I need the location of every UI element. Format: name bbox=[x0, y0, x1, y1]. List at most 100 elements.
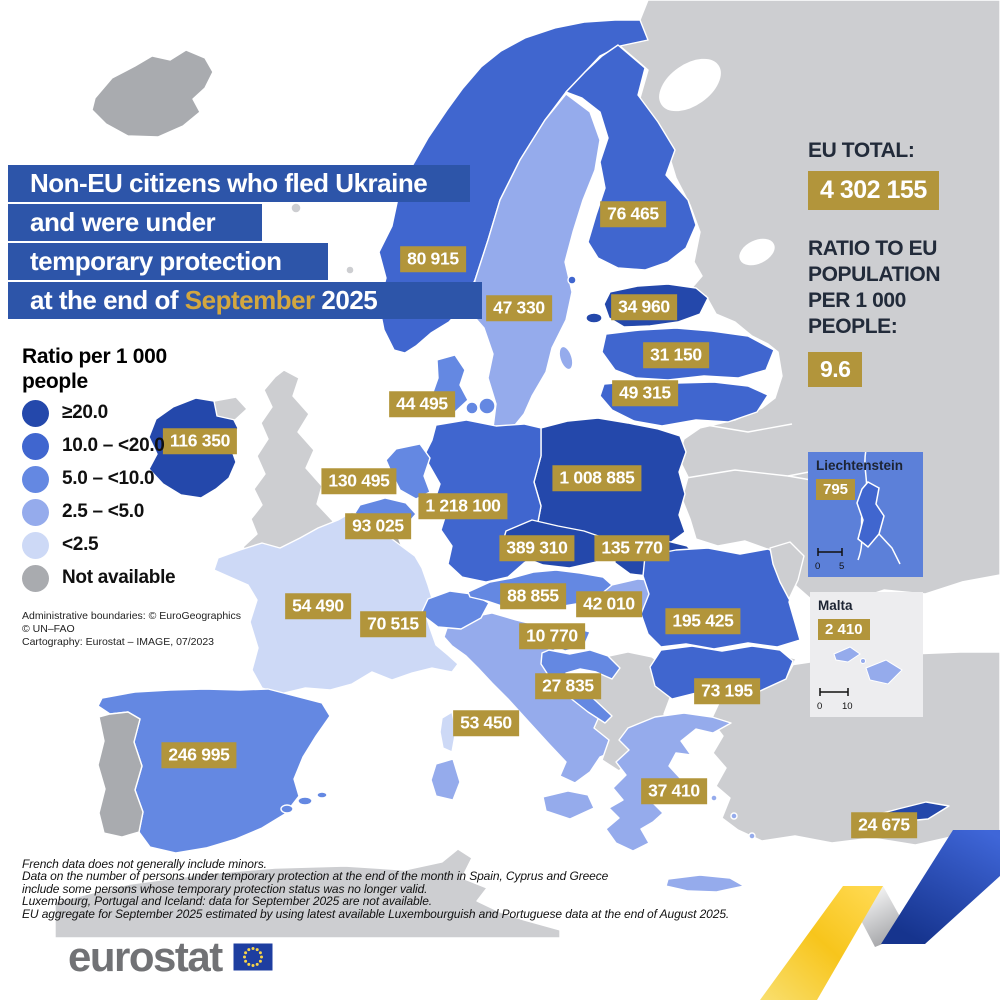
island-aegean-2 bbox=[730, 812, 738, 820]
value-badge-cyprus: 24 675 bbox=[851, 812, 917, 838]
malta-inset-map: 0 10 bbox=[817, 646, 903, 712]
scale-start: 0 bbox=[815, 561, 820, 572]
island-mallorca bbox=[297, 796, 313, 806]
legend-title: Ratio per 1 000 people bbox=[22, 345, 167, 393]
value-badge-ireland: 116 350 bbox=[162, 428, 238, 454]
inset-title: Malta bbox=[818, 598, 853, 613]
island-sardinia bbox=[430, 758, 461, 801]
legend-swatch bbox=[22, 465, 49, 493]
title-text-prefix: at the end of bbox=[30, 285, 185, 315]
value-badge-belgium: 93 025 bbox=[345, 513, 411, 539]
scale-start: 0 bbox=[817, 701, 822, 712]
island-crete bbox=[665, 874, 745, 893]
islands-faroe bbox=[290, 202, 302, 214]
eurostat-logo: eurostat bbox=[68, 936, 274, 978]
country-switzerland bbox=[420, 590, 490, 630]
country-malta bbox=[865, 659, 903, 685]
scale-end: 10 bbox=[842, 701, 853, 712]
title-text: temporary protection bbox=[30, 246, 282, 276]
value-badge-poland: 1 008 885 bbox=[552, 465, 642, 491]
value-badge-hungary: 42 010 bbox=[576, 591, 642, 617]
value-badge-liechtenstein: 795 bbox=[816, 479, 856, 500]
eu-total-label: EU TOTAL: bbox=[808, 139, 915, 162]
island-menorca bbox=[316, 791, 328, 799]
title-text-highlight: September bbox=[184, 285, 315, 315]
island-saaremaa bbox=[585, 312, 603, 324]
legend-swatch bbox=[22, 399, 49, 427]
title-line-4: at the end of September 2025 bbox=[8, 282, 482, 319]
title-line-2: and were under bbox=[8, 204, 262, 241]
inset-liechtenstein: 0 5 Liechtenstein 795 bbox=[808, 452, 923, 577]
island-sicily bbox=[542, 790, 595, 820]
value-badge-slovakia: 135 770 bbox=[594, 535, 670, 561]
value-badge-switzerland: 70 515 bbox=[360, 611, 426, 637]
eu-stats-panel: EU TOTAL: 4 302 155 RATIO TO EU POPULATI… bbox=[808, 138, 998, 387]
eu-total-value: 4 302 155 bbox=[808, 171, 939, 210]
eu-flag-stars bbox=[242, 947, 263, 967]
value-badge-lithuania: 49 315 bbox=[612, 380, 678, 406]
country-portugal bbox=[97, 711, 144, 838]
value-badge-denmark: 44 495 bbox=[389, 391, 455, 417]
title-text: and were under bbox=[30, 207, 216, 237]
inset-border-line bbox=[878, 533, 901, 565]
value-badge-sweden: 47 330 bbox=[486, 295, 552, 321]
footnotes: French data does not generally include m… bbox=[22, 857, 730, 921]
value-badge-italy: 53 450 bbox=[453, 710, 519, 736]
ratio-value: 9.6 bbox=[808, 352, 863, 387]
value-badge-malta: 2 410 bbox=[818, 619, 870, 640]
landmass-moldova bbox=[769, 541, 805, 600]
value-badge-austria: 88 855 bbox=[500, 583, 566, 609]
legend-item-not-available: Not available bbox=[22, 564, 176, 592]
legend-swatch bbox=[22, 531, 49, 559]
legend-item-lt2p5: <2.5 bbox=[22, 531, 99, 559]
islands-shetland bbox=[345, 265, 355, 275]
map-credits: Administrative boundaries: © EuroGeograp… bbox=[22, 610, 242, 648]
island-aegean-1 bbox=[710, 794, 718, 802]
title-text-suffix: 2025 bbox=[314, 285, 378, 315]
title-text: Non-EU citizens who fled Ukraine bbox=[30, 168, 428, 198]
value-badge-bulgaria: 73 195 bbox=[694, 678, 760, 704]
value-badge-estonia: 34 960 bbox=[611, 294, 677, 320]
border-russia-belarus bbox=[699, 423, 793, 433]
country-iceland bbox=[91, 49, 214, 138]
inset-malta: 0 10 Malta 2 410 bbox=[810, 592, 923, 717]
value-badge-czechia: 389 310 bbox=[499, 535, 575, 561]
value-badge-netherlands: 130 495 bbox=[321, 468, 397, 494]
island-funen bbox=[465, 401, 479, 415]
value-badge-germany: 1 218 100 bbox=[418, 493, 508, 519]
value-badge-finland: 76 465 bbox=[600, 201, 666, 227]
eurostat-wordmark: eurostat bbox=[68, 933, 223, 980]
lake-ladoga bbox=[739, 238, 775, 266]
islands-aland bbox=[567, 275, 577, 285]
legend-item-5-10: 5.0 – <10.0 bbox=[22, 465, 155, 493]
legend-item-gte20: ≥20.0 bbox=[22, 399, 108, 427]
legend-item-2p5-5: 2.5 – <5.0 bbox=[22, 498, 144, 526]
landmass-north-africa bbox=[54, 848, 561, 939]
island-gotland bbox=[558, 345, 574, 371]
value-badge-norway: 80 915 bbox=[400, 246, 466, 272]
value-badge-croatia: 27 835 bbox=[535, 673, 601, 699]
value-badge-france: 54 490 bbox=[285, 593, 351, 619]
island-zealand bbox=[478, 397, 496, 415]
eu-flag-icon bbox=[232, 942, 274, 972]
value-badge-slovenia: 10 770 bbox=[519, 623, 585, 649]
island-comino bbox=[860, 658, 866, 664]
legend-swatch bbox=[22, 498, 49, 526]
value-badge-greece: 37 410 bbox=[641, 778, 707, 804]
legend-item-10-20: 10.0 – <20.0 bbox=[22, 432, 165, 460]
value-badge-spain: 246 995 bbox=[161, 742, 237, 768]
liechtenstein-inset-map: 0 5 bbox=[815, 452, 901, 572]
title-line-3: temporary protection bbox=[8, 243, 328, 280]
scale-end: 5 bbox=[839, 561, 844, 572]
legend-swatch bbox=[22, 564, 49, 592]
island-corsica bbox=[439, 711, 457, 753]
value-badge-latvia: 31 150 bbox=[643, 342, 709, 368]
landmass-northern-ireland bbox=[213, 396, 248, 421]
ratio-label: RATIO TO EU POPULATION PER 1 000 PEOPLE: bbox=[808, 237, 941, 338]
country-liechtenstein bbox=[856, 481, 885, 549]
title-line-1: Non-EU citizens who fled Ukraine bbox=[8, 165, 470, 202]
island-aegean-3 bbox=[748, 832, 756, 840]
value-badge-romania: 195 425 bbox=[665, 608, 741, 634]
island-ibiza bbox=[280, 804, 294, 814]
